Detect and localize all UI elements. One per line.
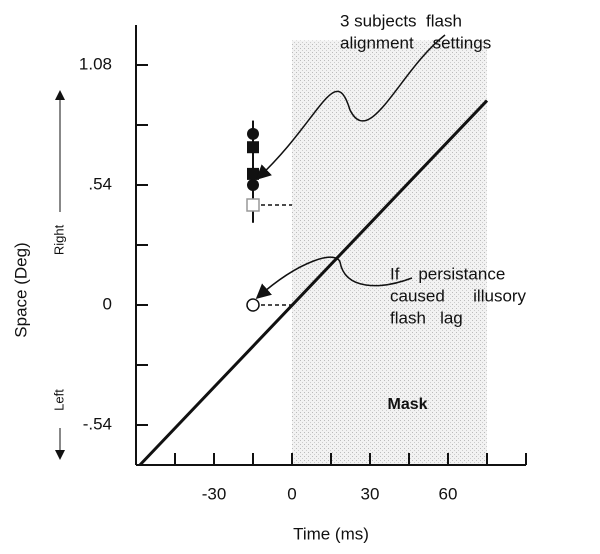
plot-layer: Mask -.54 0 .54 1.08 -30 0 30 60 3 subjects flash… [79,11,527,503]
direction-label: Left [51,389,66,411]
point [247,141,259,154]
annotation: alignment settings [340,33,491,52]
x-tick-label: -30 [202,484,227,503]
y-axis-label: Space (Deg) [11,242,30,337]
mask-label: Mask [387,396,427,413]
point [247,127,259,140]
y-tick-label: -.54 [83,414,112,433]
annotation: caused illusory [390,286,527,305]
mask-region [292,40,487,466]
motion-line [138,99,489,467]
y-tick-label: .54 [88,174,112,193]
x-tick-label: 30 [361,484,380,503]
point [247,179,259,191]
point [246,298,260,312]
annotation: If persistance [390,264,505,283]
y-tick-label: 0 [103,294,112,313]
annotation: 3 subjects flash [340,11,462,30]
direction-label: Right [51,224,66,255]
x-axis-label: Time (ms) [293,524,369,543]
annotation-arrow [255,34,446,181]
x-tick-label: 60 [439,484,458,503]
x-tick-label: 0 [287,484,296,503]
point [247,167,259,180]
point [246,198,260,212]
annotation: flash lag [390,308,463,327]
annotation-arrow [255,256,413,299]
y-tick-label: 1.08 [79,54,112,73]
